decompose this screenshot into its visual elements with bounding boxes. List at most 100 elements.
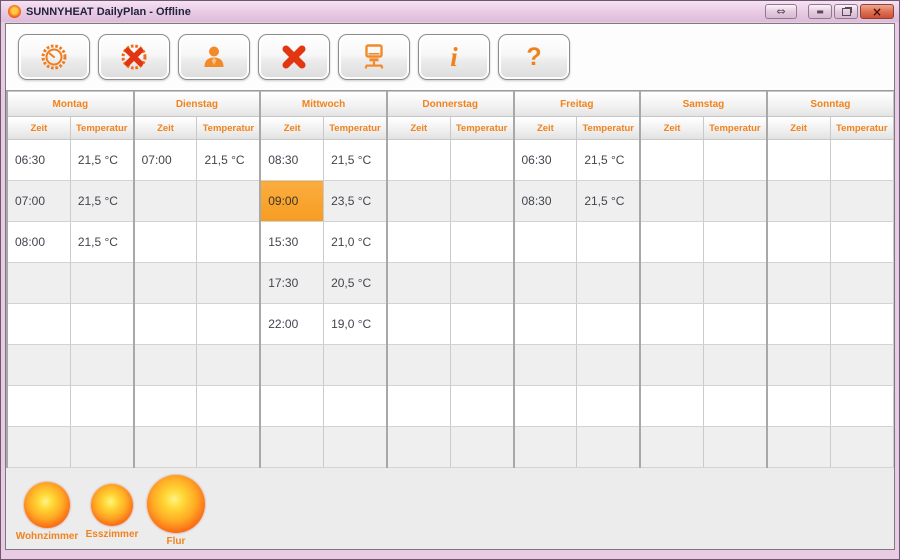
- cell-temperature[interactable]: 21,5 °C: [70, 221, 135, 263]
- cell-temperature[interactable]: 21,5 °C: [576, 180, 641, 222]
- resize-button[interactable]: ⇔: [765, 4, 797, 19]
- cell-temperature[interactable]: [323, 385, 388, 427]
- user-button[interactable]: [178, 34, 250, 80]
- cell-temperature[interactable]: [830, 426, 894, 468]
- cell-temperature[interactable]: [830, 344, 894, 386]
- room-button[interactable]: Flur: [138, 475, 214, 547]
- cell-temperature[interactable]: [703, 344, 768, 386]
- cell-temperature[interactable]: [703, 262, 768, 304]
- cell-temperature[interactable]: [196, 180, 261, 222]
- cell-temperature[interactable]: [703, 139, 768, 181]
- cell-temperature[interactable]: [576, 385, 641, 427]
- cell-time[interactable]: [512, 221, 578, 263]
- cell-temperature[interactable]: [576, 262, 641, 304]
- room-button[interactable]: Wohnzimmer: [12, 482, 82, 542]
- cell-temperature[interactable]: 21,5 °C: [323, 139, 388, 181]
- cell-time[interactable]: [639, 426, 704, 468]
- cell-time[interactable]: [512, 344, 578, 386]
- cell-time[interactable]: [385, 221, 451, 263]
- cell-time[interactable]: [385, 303, 451, 345]
- cell-temperature[interactable]: [70, 426, 135, 468]
- cell-time[interactable]: [639, 139, 704, 181]
- cell-temperature[interactable]: [196, 344, 261, 386]
- cell-time[interactable]: [512, 385, 578, 427]
- cell-temperature[interactable]: 21,5 °C: [70, 180, 135, 222]
- cell-temperature[interactable]: [70, 262, 135, 304]
- cell-time[interactable]: 06:30: [6, 139, 71, 181]
- cell-temperature[interactable]: [830, 262, 894, 304]
- cell-temperature[interactable]: [70, 303, 135, 345]
- cell-temperature[interactable]: [830, 303, 894, 345]
- cell-temperature[interactable]: [323, 344, 388, 386]
- cell-temperature[interactable]: [323, 426, 388, 468]
- cell-temperature[interactable]: [196, 262, 261, 304]
- cell-time[interactable]: 08:00: [6, 221, 71, 263]
- cell-time[interactable]: [512, 426, 578, 468]
- cell-temperature[interactable]: [450, 180, 515, 222]
- cell-time[interactable]: 08:30: [512, 180, 578, 222]
- cell-time[interactable]: 06:30: [512, 139, 578, 181]
- cell-time[interactable]: [132, 180, 198, 222]
- cell-temperature[interactable]: [196, 221, 261, 263]
- cell-time[interactable]: [765, 385, 831, 427]
- help-button[interactable]: ?: [498, 34, 570, 80]
- minimize-button[interactable]: ▬: [808, 4, 832, 19]
- timer-button[interactable]: [18, 34, 90, 80]
- cell-time[interactable]: [259, 426, 325, 468]
- cell-temperature[interactable]: 19,0 °C: [323, 303, 388, 345]
- cell-temperature[interactable]: 21,0 °C: [323, 221, 388, 263]
- cell-temperature[interactable]: [196, 426, 261, 468]
- cell-time[interactable]: [639, 303, 704, 345]
- cell-time[interactable]: [385, 344, 451, 386]
- cell-time[interactable]: 08:30: [259, 139, 325, 181]
- cell-time[interactable]: [132, 262, 198, 304]
- cell-temperature[interactable]: 21,5 °C: [576, 139, 641, 181]
- cell-time[interactable]: [765, 221, 831, 263]
- cell-temperature[interactable]: 20,5 °C: [323, 262, 388, 304]
- cell-temperature[interactable]: [450, 303, 515, 345]
- cell-time[interactable]: [132, 303, 198, 345]
- cell-time[interactable]: [639, 221, 704, 263]
- delete-timer-button[interactable]: [98, 34, 170, 80]
- cell-time[interactable]: [259, 385, 325, 427]
- cell-time[interactable]: [132, 385, 198, 427]
- info-button[interactable]: i: [418, 34, 490, 80]
- cell-temperature[interactable]: [450, 385, 515, 427]
- cell-time[interactable]: [6, 303, 71, 345]
- cell-time[interactable]: [132, 221, 198, 263]
- cell-temperature[interactable]: [576, 426, 641, 468]
- cell-temperature[interactable]: [450, 139, 515, 181]
- cell-temperature[interactable]: [70, 385, 135, 427]
- cell-time[interactable]: [385, 262, 451, 304]
- cell-temperature[interactable]: [703, 385, 768, 427]
- cell-temperature[interactable]: [703, 303, 768, 345]
- cell-temperature[interactable]: 21,5 °C: [70, 139, 135, 181]
- cell-time[interactable]: [765, 344, 831, 386]
- restore-button[interactable]: [834, 4, 858, 19]
- cell-time[interactable]: [132, 426, 198, 468]
- close-button[interactable]: ×: [860, 4, 894, 19]
- delete-button[interactable]: [258, 34, 330, 80]
- cell-time[interactable]: 07:00: [6, 180, 71, 222]
- cell-time[interactable]: [765, 180, 831, 222]
- cell-time[interactable]: [385, 426, 451, 468]
- cell-temperature[interactable]: [196, 303, 261, 345]
- cell-time[interactable]: [639, 344, 704, 386]
- cell-temperature[interactable]: [830, 221, 894, 263]
- cell-temperature[interactable]: [830, 180, 894, 222]
- cell-time[interactable]: 17:30: [259, 262, 325, 304]
- cell-time[interactable]: 22:00: [259, 303, 325, 345]
- cell-temperature[interactable]: [450, 426, 515, 468]
- cell-temperature[interactable]: [70, 344, 135, 386]
- cell-time[interactable]: [639, 385, 704, 427]
- cell-time[interactable]: [259, 344, 325, 386]
- cell-temperature[interactable]: [576, 344, 641, 386]
- cell-time[interactable]: [385, 139, 451, 181]
- cell-temperature[interactable]: [703, 221, 768, 263]
- cell-temperature[interactable]: [576, 221, 641, 263]
- cell-time[interactable]: [512, 262, 578, 304]
- cell-temperature[interactable]: [576, 303, 641, 345]
- cell-time[interactable]: 09:00: [259, 180, 325, 222]
- cell-time[interactable]: [639, 180, 704, 222]
- cell-temperature[interactable]: [196, 385, 261, 427]
